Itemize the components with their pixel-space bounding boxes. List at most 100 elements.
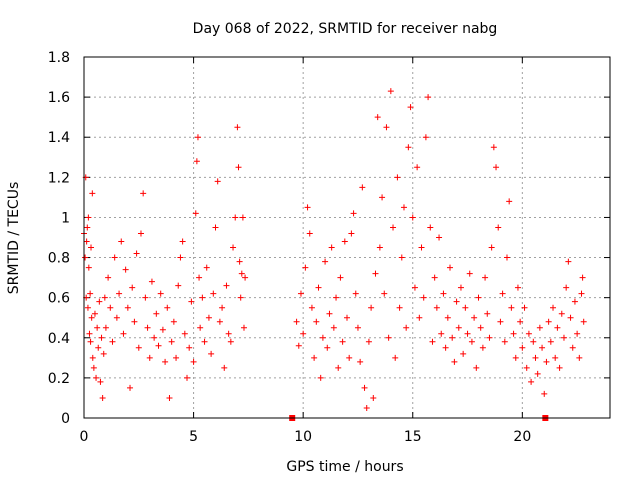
data-point <box>405 144 412 151</box>
data-point <box>88 244 95 251</box>
data-point <box>385 334 392 341</box>
data-point <box>493 164 500 171</box>
data-point <box>541 390 548 397</box>
data-point <box>127 384 134 391</box>
data-point <box>89 190 96 197</box>
data-point <box>151 334 158 341</box>
data-point <box>111 254 118 261</box>
data-point <box>414 164 421 171</box>
data-point <box>457 284 464 291</box>
data-point <box>88 314 95 321</box>
data-point <box>558 310 565 317</box>
data-point <box>197 324 204 331</box>
data-point <box>374 114 381 121</box>
data-point <box>302 264 309 271</box>
data-point <box>199 294 206 301</box>
x-tick-label: 20 <box>513 429 531 445</box>
data-point <box>576 354 583 361</box>
data-point <box>341 238 348 245</box>
data-point <box>140 190 147 197</box>
data-point <box>90 364 97 371</box>
y-tick-label: 1.2 <box>48 170 70 186</box>
data-point <box>85 264 92 271</box>
data-point <box>212 224 219 231</box>
data-point <box>295 342 302 349</box>
data-point <box>484 310 491 317</box>
data-point <box>365 338 372 345</box>
data-point <box>475 294 482 301</box>
data-point <box>579 274 586 281</box>
data-point <box>503 254 510 261</box>
data-point <box>416 314 423 321</box>
data-point <box>510 330 517 337</box>
data-point <box>203 264 210 271</box>
data-point <box>545 318 552 325</box>
data-point <box>124 304 131 311</box>
data-point <box>164 304 171 311</box>
data-point <box>447 264 454 271</box>
data-point <box>354 324 361 331</box>
data-point <box>543 358 550 365</box>
data-point <box>348 230 355 237</box>
data-point <box>508 304 515 311</box>
data-point <box>328 244 335 251</box>
y-tick-label: 1 <box>61 210 70 226</box>
data-point <box>214 178 221 185</box>
data-point <box>438 330 445 337</box>
data-point <box>346 354 353 361</box>
data-point <box>148 278 155 285</box>
data-point <box>242 274 249 281</box>
data-point <box>370 394 377 401</box>
data-point <box>230 244 237 251</box>
data-point <box>122 266 129 273</box>
data-point <box>186 344 193 351</box>
data-point <box>444 314 451 321</box>
data-point <box>525 330 532 337</box>
data-point <box>468 338 475 345</box>
data-point <box>313 318 320 325</box>
data-point <box>219 304 226 311</box>
data-point <box>293 318 300 325</box>
data-point <box>153 310 160 317</box>
data-point <box>530 338 537 345</box>
data-point <box>379 194 386 201</box>
data-point <box>85 214 92 221</box>
data-point <box>550 304 557 311</box>
data-point <box>188 298 195 305</box>
data-point <box>137 230 144 237</box>
data-point <box>376 244 383 251</box>
x-tick-label: 5 <box>189 429 198 445</box>
data-point <box>201 338 208 345</box>
data-point <box>539 344 546 351</box>
data-point <box>193 158 200 165</box>
data-point <box>420 294 427 301</box>
data-point <box>91 310 98 317</box>
data-point <box>482 274 489 281</box>
data-point <box>453 298 460 305</box>
data-point <box>359 184 366 191</box>
data-point <box>93 374 100 381</box>
data-point <box>442 344 449 351</box>
data-point <box>440 290 447 297</box>
data-point <box>574 330 581 337</box>
data-point <box>488 244 495 251</box>
data-point <box>205 314 212 321</box>
data-point <box>357 358 364 365</box>
data-point <box>84 224 91 231</box>
data-point <box>221 364 228 371</box>
y-tick-label: 0.8 <box>48 251 70 267</box>
data-point <box>499 290 506 297</box>
data-point <box>352 290 359 297</box>
data-point <box>372 270 379 277</box>
data-point <box>403 324 410 331</box>
data-point <box>240 324 247 331</box>
data-point <box>528 378 535 385</box>
data-point <box>300 330 307 337</box>
data-point <box>363 404 370 411</box>
data-point <box>387 88 394 95</box>
data-point <box>210 290 217 297</box>
data-point <box>418 244 425 251</box>
data-point <box>565 258 572 265</box>
chart-title: Day 068 of 2022, SRMTID for receiver nab… <box>193 21 498 37</box>
x-axis-label: GPS time / hours <box>286 459 403 475</box>
